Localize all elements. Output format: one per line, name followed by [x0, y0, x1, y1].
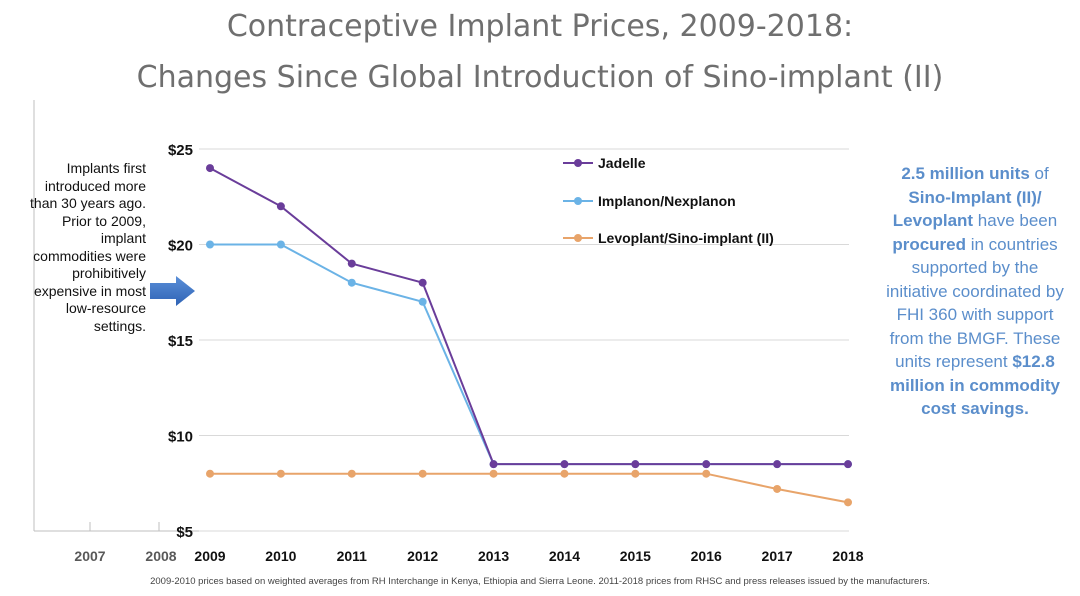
data-point: [206, 240, 214, 249]
y-tick-label: $20: [168, 238, 193, 255]
series-line: [210, 472, 849, 504]
right-arrow-icon: [150, 276, 195, 306]
data-point: [418, 469, 427, 478]
data-point: [418, 297, 427, 306]
footnote: 2009-2010 prices based on weighted avera…: [150, 576, 930, 587]
data-point: [276, 202, 285, 211]
x-tick-label: 2016: [691, 548, 722, 564]
x-tick-label: 2013: [478, 548, 509, 564]
data-point: [773, 484, 782, 493]
data-point: [206, 469, 214, 478]
x-tick-label-old: 2008: [145, 548, 176, 564]
units-highlight: 2.5 million units: [901, 164, 1030, 183]
left-annotation: Implants first introduced more than 30 y…: [30, 160, 146, 334]
product-highlight: Sino-Implant (II)/ Levoplant: [892, 187, 1042, 231]
x-tick-label: 2009: [194, 548, 225, 564]
legend-label: Levoplant/Sino-implant (II): [598, 230, 774, 246]
data-point: [844, 498, 852, 507]
right-note-text-1: of: [1029, 164, 1049, 183]
right-note-text-3: in countries supported by the initiative…: [886, 234, 1064, 372]
data-point: [347, 469, 356, 478]
data-point: [631, 469, 640, 478]
data-point: [276, 240, 285, 249]
y-tick-label: $15: [168, 333, 193, 350]
series-line: [209, 167, 848, 466]
data-point: [489, 469, 498, 478]
data-point: [844, 460, 852, 469]
data-point: [631, 460, 640, 469]
legend-marker: [574, 197, 582, 205]
data-point: [702, 469, 711, 478]
data-point: [347, 278, 356, 287]
series-line: [210, 243, 848, 466]
right-note-text-2: have been: [973, 211, 1058, 230]
data-point: [560, 460, 569, 469]
x-tick-label: 2014: [549, 548, 580, 564]
legend-label: Implanon/Nexplanon: [598, 193, 736, 209]
chart-title-line1: Contraceptive Implant Prices, 2009-2018:: [226, 9, 854, 44]
data-point: [418, 278, 427, 287]
x-tick-label: 2015: [620, 548, 651, 564]
savings-highlight: $12.8 million in commodity cost savings.: [889, 352, 1060, 418]
x-tick-label: 2018: [832, 548, 863, 564]
data-point: [773, 460, 782, 469]
right-annotation: 2.5 million units of Sino-Implant (II)/ …: [880, 162, 1070, 421]
chart-title-line2: Changes Since Global Introduction of Sin…: [136, 60, 944, 95]
data-point: [347, 259, 356, 268]
legend-marker: [574, 234, 582, 242]
y-tick-label: $5: [176, 524, 193, 541]
y-tick-label: $10: [168, 429, 193, 446]
data-point: [702, 460, 711, 469]
data-point: [560, 469, 569, 478]
x-tick-label-old: 2007: [74, 548, 105, 564]
data-point: [276, 469, 285, 478]
x-tick-label: 2010: [265, 548, 296, 564]
x-tick-label: 2011: [337, 548, 368, 564]
y-tick-label: $25: [168, 142, 193, 159]
x-tick-label: 2017: [762, 548, 793, 564]
procured-highlight: procured: [892, 234, 966, 254]
legend-label: Jadelle: [598, 155, 646, 171]
x-tick-label: 2012: [407, 548, 438, 564]
legend-marker: [574, 159, 582, 167]
data-point: [489, 460, 498, 469]
data-point: [206, 164, 214, 173]
